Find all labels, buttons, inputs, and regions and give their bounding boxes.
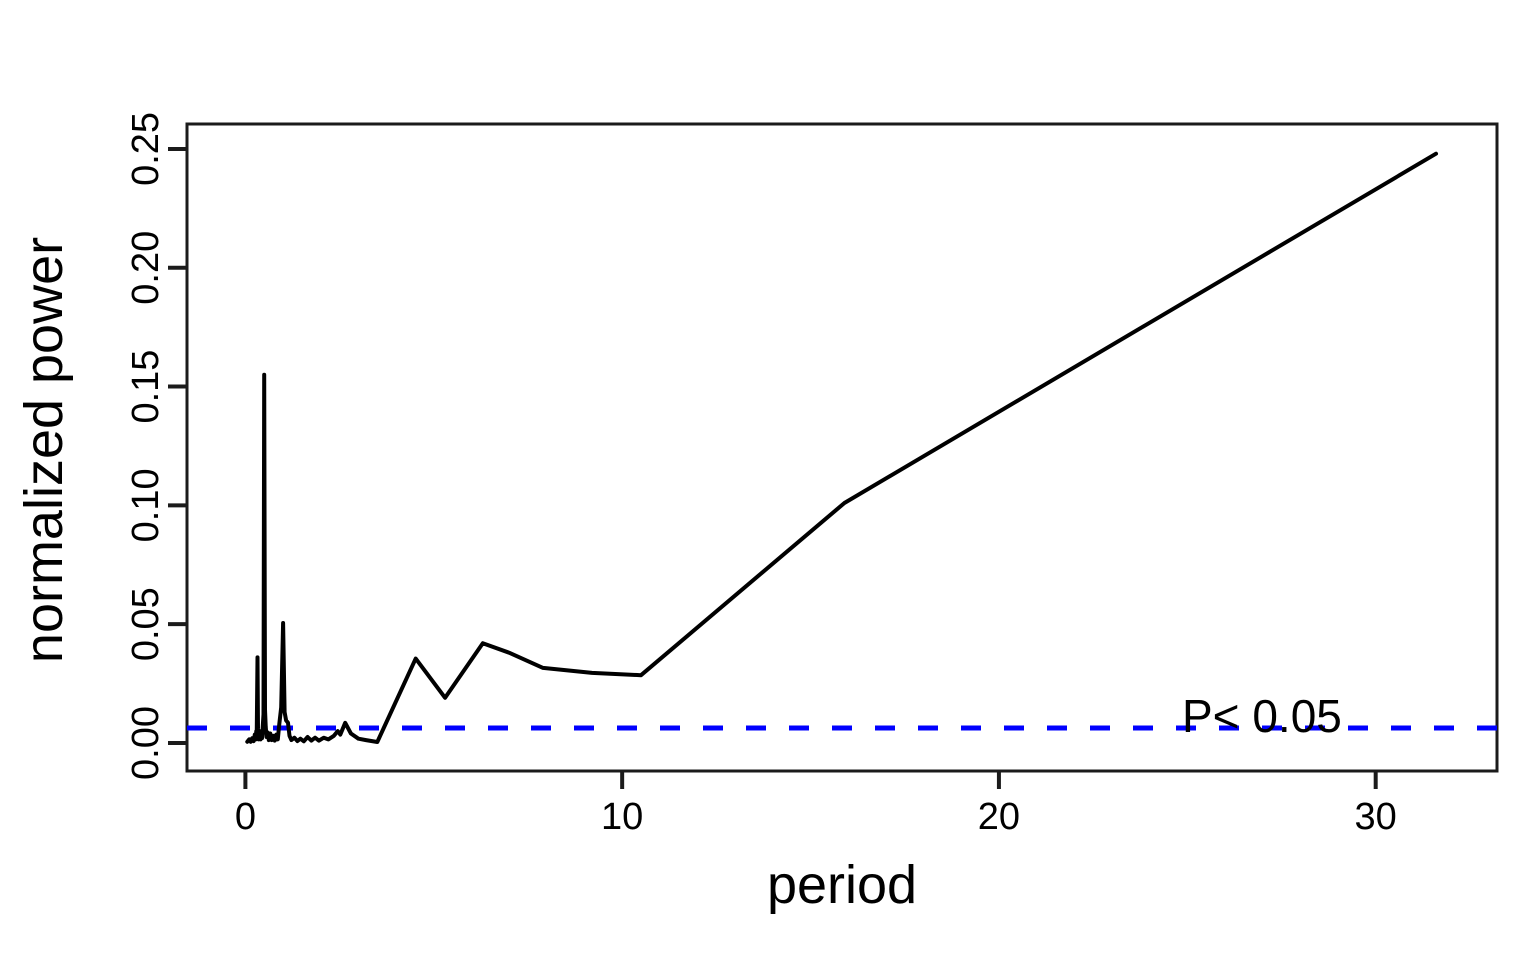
y-tick-label: 0.15 xyxy=(125,350,167,424)
x-tick-label: 30 xyxy=(1355,796,1397,838)
x-tick-label: 10 xyxy=(601,796,643,838)
x-axis-ticks: 0 10 20 30 xyxy=(235,771,1397,838)
power-series-line xyxy=(245,151,1438,744)
y-tick-label: 0.25 xyxy=(125,112,167,186)
x-axis-title: period xyxy=(767,855,917,915)
y-tick-label: 0.20 xyxy=(125,231,167,305)
y-tick-label: 0.00 xyxy=(125,706,167,780)
x-tick-label: 20 xyxy=(978,796,1020,838)
y-axis-ticks: 0.00 0.05 0.10 0.15 0.20 0.25 xyxy=(125,112,187,780)
y-tick-label: 0.05 xyxy=(125,587,167,661)
y-tick-label: 0.10 xyxy=(125,468,167,542)
plot-frame xyxy=(185,122,1499,773)
x-tick-label: 0 xyxy=(235,796,256,838)
significance-label: P< 0.05 xyxy=(1182,690,1342,742)
y-axis-title: normalized power xyxy=(14,237,74,663)
